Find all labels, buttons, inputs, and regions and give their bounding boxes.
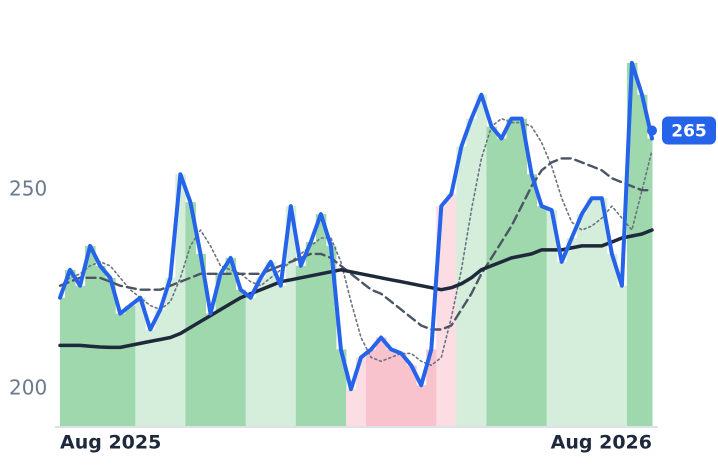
area-column xyxy=(356,357,367,427)
area-column xyxy=(486,126,497,428)
area-column xyxy=(566,237,578,427)
area-column xyxy=(526,174,538,427)
area-column xyxy=(446,194,457,427)
area-column xyxy=(476,94,487,427)
x-tick-label: Aug 2026 xyxy=(551,432,652,454)
area-column xyxy=(586,198,598,427)
area-column xyxy=(606,253,618,427)
area-column xyxy=(406,365,417,427)
area-column xyxy=(636,94,648,427)
area-column xyxy=(105,277,116,427)
area-column xyxy=(195,253,206,427)
area-column xyxy=(295,265,307,427)
area-column xyxy=(466,118,477,427)
current-dot xyxy=(647,125,657,136)
area-column xyxy=(265,261,277,427)
area-column xyxy=(416,385,427,427)
area-column xyxy=(175,174,186,427)
area-column xyxy=(536,206,548,427)
area-column xyxy=(546,210,558,427)
area-column xyxy=(516,118,528,427)
area-column xyxy=(596,198,608,427)
y-tick-label: 250 xyxy=(9,177,47,201)
area-column xyxy=(135,297,146,427)
area-column xyxy=(345,389,357,427)
x-tick-label: Aug 2025 xyxy=(60,432,161,454)
area-column xyxy=(285,206,297,427)
area-column xyxy=(506,118,518,427)
area-column xyxy=(436,206,447,427)
area-column xyxy=(205,313,217,427)
area-column xyxy=(456,146,467,427)
value-badge-label: 265 xyxy=(671,122,707,142)
area-column xyxy=(376,337,387,427)
area-column xyxy=(65,269,76,427)
area-column xyxy=(396,353,407,427)
series-line xyxy=(58,157,654,331)
area-column xyxy=(185,202,196,427)
area-column xyxy=(426,349,437,427)
area-column xyxy=(556,261,568,427)
area-column xyxy=(165,277,176,427)
area-column xyxy=(616,285,628,427)
series-line xyxy=(59,117,653,367)
area-column xyxy=(245,297,257,427)
area-group xyxy=(60,62,653,428)
series-line xyxy=(58,60,654,392)
area-column xyxy=(75,285,86,427)
area-column xyxy=(496,138,508,427)
area-column xyxy=(225,257,237,427)
area-column xyxy=(366,349,377,427)
line-group xyxy=(58,60,657,392)
area-column xyxy=(626,62,638,427)
axis-group: 200 250 Aug 2025 Aug 2026 xyxy=(9,177,658,454)
area-column xyxy=(646,138,653,427)
area-column xyxy=(145,329,156,427)
area-column xyxy=(275,285,287,427)
area-column xyxy=(335,349,347,427)
series-line xyxy=(58,228,654,350)
area-column xyxy=(85,245,96,427)
area-column xyxy=(325,245,337,427)
area-column xyxy=(60,297,66,427)
area-column xyxy=(305,241,317,427)
area-column xyxy=(576,214,588,427)
area-column xyxy=(255,277,267,427)
area-column xyxy=(215,273,227,427)
area-column xyxy=(125,305,136,427)
area-column xyxy=(155,309,166,427)
area-column xyxy=(386,349,397,427)
area-column xyxy=(235,289,247,427)
label-group: 265 xyxy=(662,116,716,145)
area-column xyxy=(315,214,327,427)
area-column xyxy=(115,313,126,427)
y-tick-label: 200 xyxy=(9,376,47,400)
value-badge xyxy=(662,116,716,145)
